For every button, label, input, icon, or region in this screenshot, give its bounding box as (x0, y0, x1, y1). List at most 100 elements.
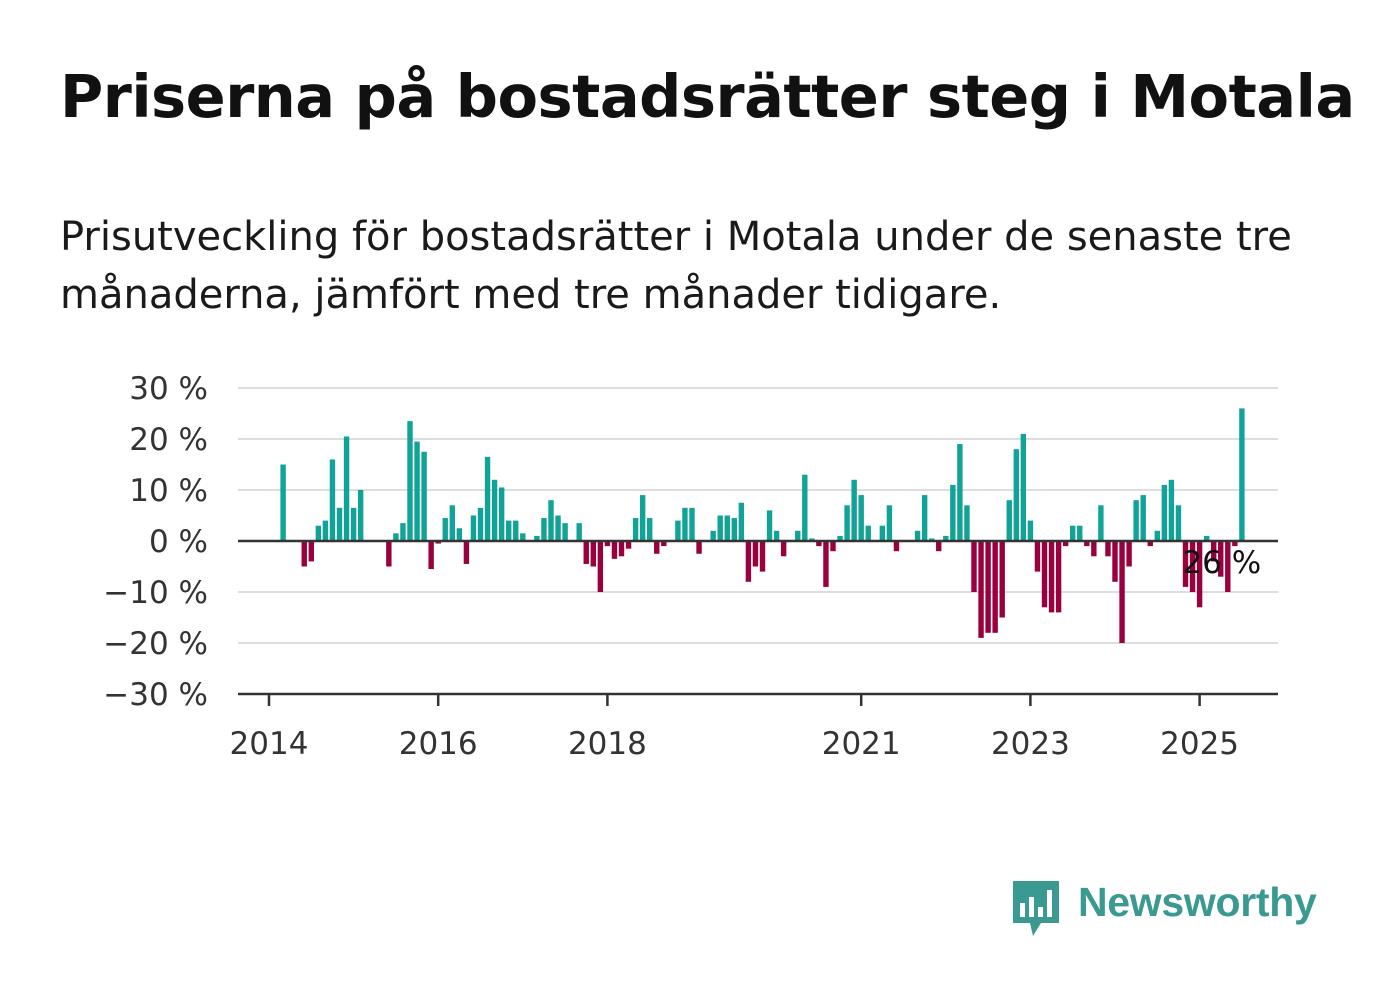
bar (1098, 505, 1104, 541)
y-tick-label: 0 % (149, 524, 208, 560)
bar (357, 490, 364, 541)
bar (957, 444, 963, 541)
bar (393, 533, 399, 541)
bar (421, 451, 427, 541)
bar (343, 436, 350, 541)
bar (576, 523, 582, 541)
value-annotation: 26 % (1182, 545, 1261, 581)
bar (858, 495, 864, 541)
bar (498, 487, 505, 541)
bar (400, 523, 406, 541)
bar (280, 464, 286, 541)
bar (1027, 520, 1034, 541)
bar (336, 507, 343, 541)
bar (1239, 408, 1245, 541)
bar (1006, 500, 1012, 541)
bar (710, 530, 716, 541)
bar (449, 505, 455, 541)
bar (1048, 541, 1055, 613)
bar (950, 484, 956, 541)
y-tick-label: 30 % (129, 371, 208, 407)
bar (386, 541, 392, 567)
bar (1041, 541, 1048, 608)
y-tick-label: −30 % (103, 677, 208, 713)
bar (1196, 541, 1203, 608)
bar (1182, 541, 1189, 587)
bar (407, 421, 413, 541)
bar (625, 541, 632, 549)
bar (301, 541, 307, 567)
bar (513, 520, 519, 541)
bar (929, 538, 935, 541)
tick-labels: 30 % 20 % 10 % 0 % −10 % −20 % −30 % 2014 2016 20… (103, 371, 1261, 762)
bar (696, 541, 702, 554)
bar (964, 505, 970, 541)
bar (1218, 541, 1224, 577)
bar (724, 515, 730, 541)
bar (435, 541, 441, 544)
x-tick-label: 2016 (399, 726, 478, 762)
bar (992, 541, 998, 633)
bar (463, 541, 470, 564)
bar-chart-speech-bubble-icon (1013, 881, 1059, 936)
bar (322, 520, 329, 541)
bar (752, 541, 759, 567)
y-tick-label: 10 % (129, 473, 208, 509)
bar (654, 541, 660, 554)
x-tick-label: 2014 (230, 726, 309, 762)
y-tick-label: −20 % (103, 626, 208, 662)
bar (541, 518, 547, 541)
bars (280, 408, 1245, 643)
bar (809, 538, 815, 541)
bar (745, 541, 752, 582)
bar (1175, 505, 1182, 541)
bar (802, 474, 808, 541)
bar (1133, 500, 1139, 541)
bar (639, 495, 646, 541)
bar (879, 525, 886, 541)
bar (329, 459, 336, 541)
bar (999, 541, 1005, 618)
bar (456, 528, 463, 541)
newsworthy-logo[interactable]: Newsworthy (1010, 878, 1317, 940)
bar (428, 541, 434, 570)
axes (238, 539, 1278, 706)
bar (315, 525, 322, 541)
bar (350, 507, 357, 541)
bar (1203, 535, 1210, 541)
bar (1013, 449, 1019, 541)
bar (590, 541, 596, 567)
bar-chart: 30 % 20 % 10 % 0 % −10 % −20 % −30 % 2014 2016 20… (103, 371, 1278, 762)
bar (548, 500, 554, 541)
bar (1168, 479, 1175, 541)
bar (506, 520, 512, 541)
bar (759, 541, 766, 572)
bar (1126, 541, 1132, 567)
bar (717, 515, 723, 541)
bar (682, 507, 688, 541)
bar (1211, 541, 1217, 562)
bar (816, 541, 822, 547)
bar (597, 541, 604, 592)
bar (914, 530, 921, 541)
bar (604, 541, 611, 547)
bar (611, 541, 618, 559)
bar (562, 523, 568, 541)
x-tick-label: 2023 (991, 726, 1070, 762)
bar (830, 541, 836, 552)
bar (844, 505, 850, 541)
bar (1189, 541, 1196, 592)
bar (477, 507, 484, 541)
chart-title: Priserna på bostadsrätter steg i Motala (60, 62, 1355, 131)
bar (851, 479, 857, 541)
bar (442, 518, 448, 541)
bar (1034, 541, 1041, 572)
bar (1140, 495, 1146, 541)
bar (470, 515, 477, 541)
bar (1225, 541, 1231, 592)
bar (1084, 541, 1090, 547)
bar (1119, 541, 1125, 643)
x-tick-label: 2025 (1160, 726, 1239, 762)
y-tick-label: −10 % (103, 575, 208, 611)
bar (675, 520, 681, 541)
